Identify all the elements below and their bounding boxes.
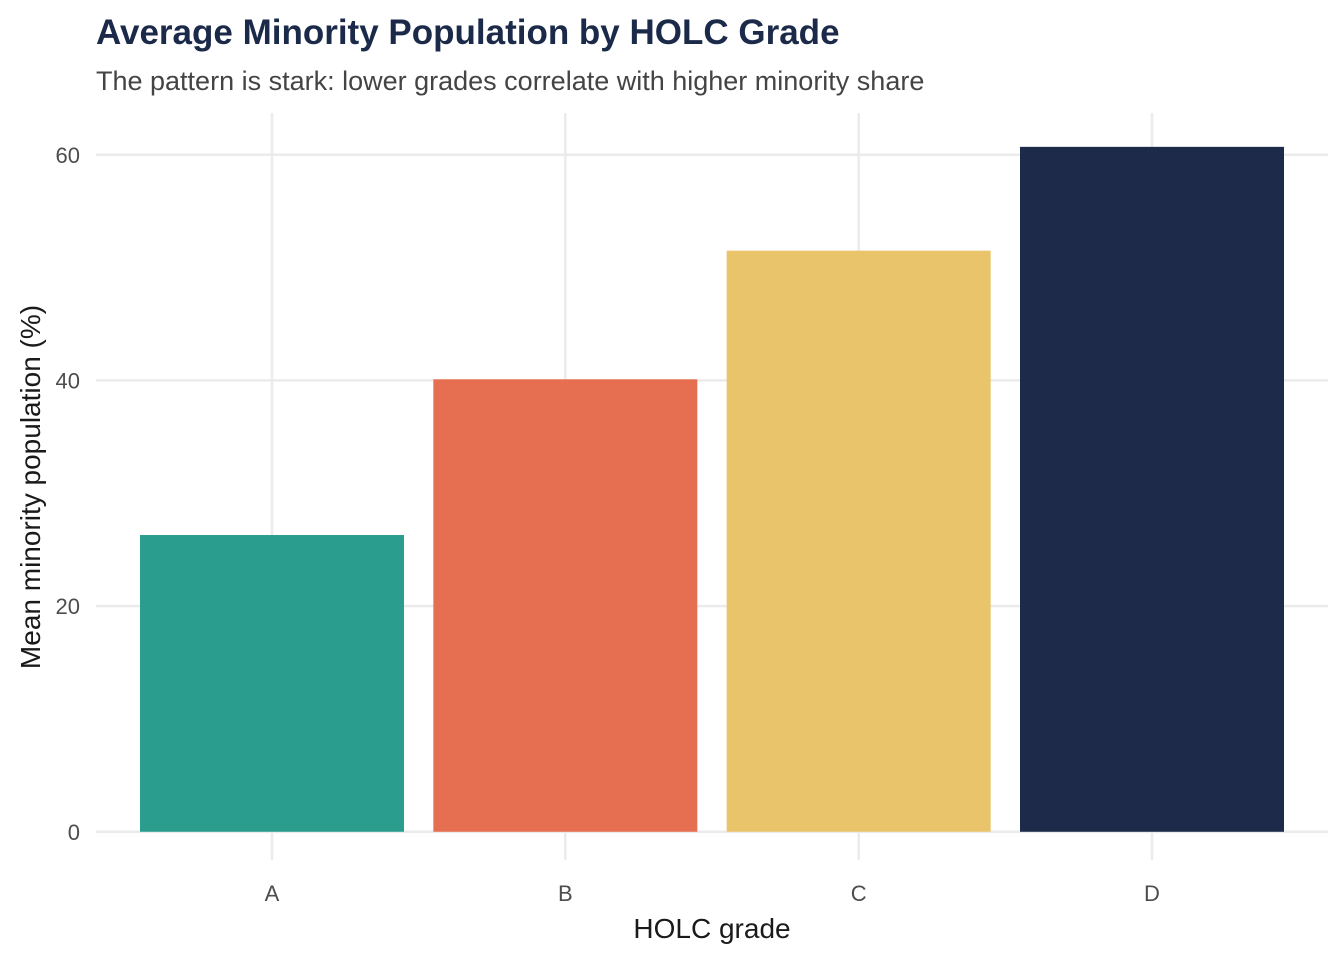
bar-A: [140, 535, 404, 832]
chart-title: Average Minority Population by HOLC Grad…: [96, 13, 840, 52]
bar-B: [433, 379, 698, 832]
y-tick-label: 60: [56, 143, 80, 168]
bar-D: [1020, 146, 1284, 832]
tick-labels: 0 20 40 60 A B C D: [56, 143, 1160, 906]
x-tick-label: D: [1144, 881, 1160, 906]
y-tick-label: 0: [68, 820, 80, 845]
y-tick-label: 40: [56, 368, 80, 393]
x-tick-label: A: [265, 881, 280, 906]
chart-subtitle: The pattern is stark: lower grades corre…: [96, 66, 924, 96]
x-tick-label: B: [558, 881, 573, 906]
y-tick-label: 20: [56, 594, 80, 619]
bar-C: [726, 250, 991, 832]
bars: [140, 146, 1284, 832]
x-axis-title: HOLC grade: [633, 913, 790, 944]
y-axis-title: Mean minority population (%): [15, 305, 46, 669]
x-tick-label: C: [851, 881, 867, 906]
